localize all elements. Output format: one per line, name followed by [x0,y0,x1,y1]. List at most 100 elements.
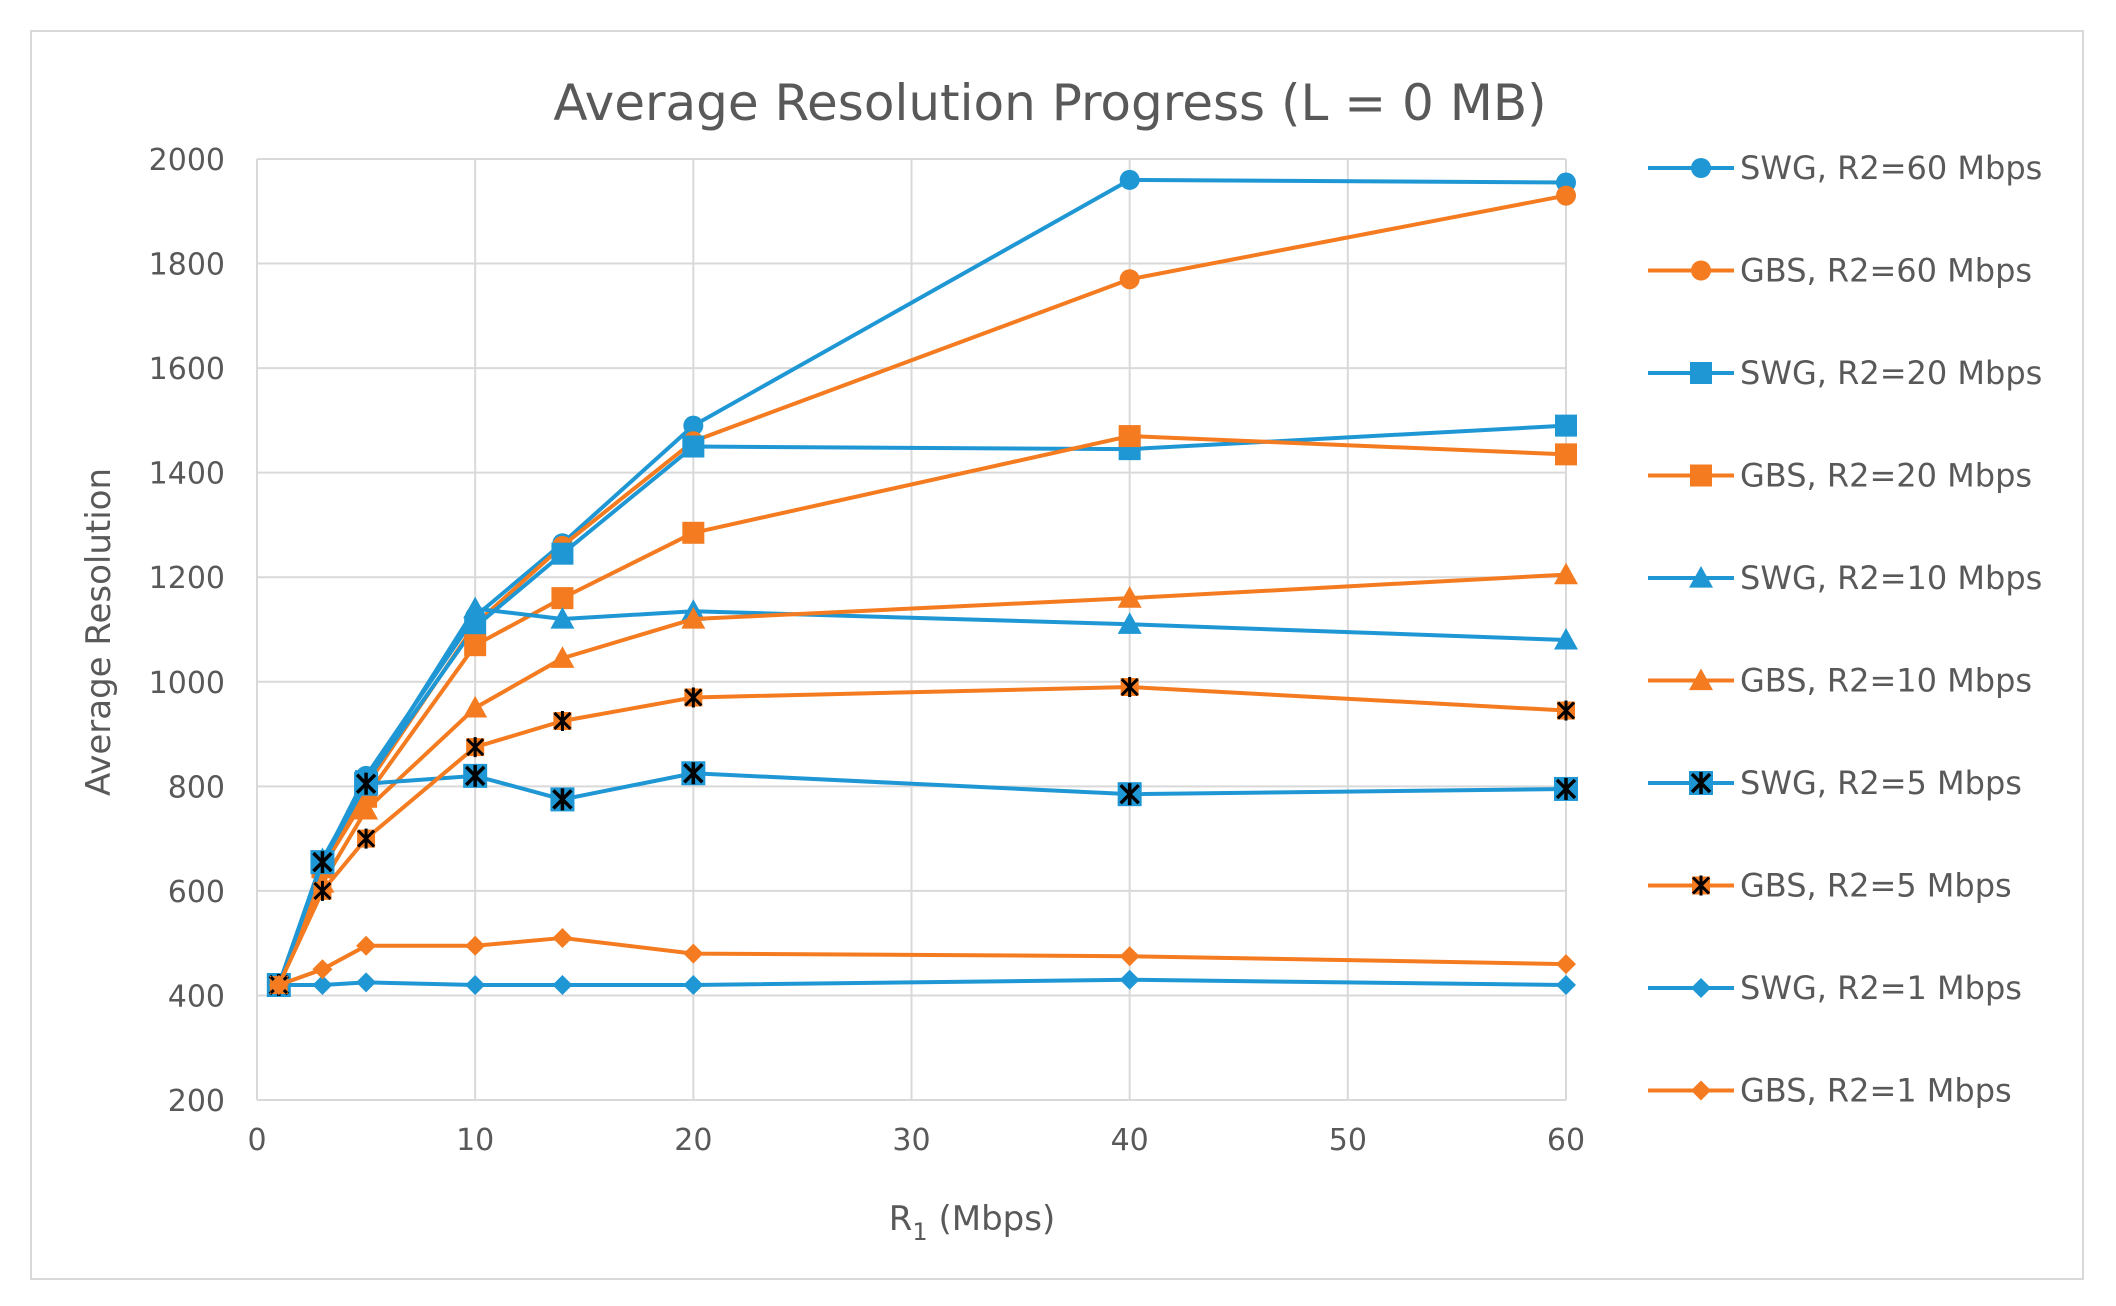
series-8-point-4 [552,974,573,995]
y-tick-label-3: 800 [168,770,225,805]
y-axis-title: Average Resolution [79,468,119,796]
series-9-point-4 [552,927,573,948]
series-8-point-7 [1556,974,1576,995]
series-2-point-5 [682,435,705,458]
legend-item-0: SWG, R2=60 Mbps [1648,149,2042,187]
series-8 [268,969,1576,995]
series-8-point-5 [683,974,704,995]
series-9-point-7 [1556,954,1576,975]
y-tick-label-8: 1800 [149,248,225,283]
y-tick-label-5: 1200 [149,561,225,596]
x-tick-label-5: 50 [1329,1123,1367,1158]
legend-marker-7 [1691,875,1711,896]
legend-label-3: GBS, R2=20 Mbps [1740,457,2032,495]
legend-marker-6 [1689,771,1713,795]
series-5-point-2 [354,797,379,820]
legend-item-9: GBS, R2=1 Mbps [1648,1072,2012,1110]
legend-item-5: GBS, R2=10 Mbps [1648,662,2032,700]
series-3-point-4 [551,587,574,610]
series-1-point-7 [1556,185,1576,206]
series-1 [268,185,1576,995]
series-7-point-6 [1120,677,1139,698]
x-tick-label-3: 30 [892,1123,930,1158]
legend-marker-3 [1690,464,1712,487]
series-7-point-4 [553,710,572,731]
legend-item-6: SWG, R2=5 Mbps [1648,764,2022,802]
x-tick-label-4: 40 [1111,1123,1149,1158]
x-axis-title-main: R [889,1199,913,1239]
chart-title: Average Resolution Progress (L = 0 MB) [553,74,1546,132]
y-tick-label-6: 1400 [149,457,225,492]
legend-label-6: SWG, R2=5 Mbps [1740,764,2022,802]
legend-marker-0 [1691,158,1711,178]
series-7-point-5 [684,687,703,708]
series-6-point-1 [310,850,335,875]
series-9-point-0 [268,974,289,995]
series-9 [268,927,1576,995]
series-line-1 [276,193,1567,986]
series-3-point-5 [682,521,705,544]
legend-marker-2 [1690,362,1712,384]
legend-label-7: GBS, R2=5 Mbps [1740,867,2012,905]
series-6-point-5 [681,761,706,786]
series-6-point-3 [463,763,488,788]
chart-frame [30,30,2084,1280]
series-3-point-7 [1555,443,1577,466]
series-9-point-6 [1119,946,1140,967]
series-layer [266,169,1578,997]
series-5-point-5 [681,607,706,629]
axis-layer: 0 10 20 30 40 50 60 200 400 600 800 1000 1200 1400 160… [149,143,1585,1158]
series-5-point-6 [1117,586,1142,608]
series-4-point-6 [1117,612,1142,634]
legend-label-5: GBS, R2=10 Mbps [1740,662,2032,700]
legend-marker-1 [1691,260,1711,281]
series-line-9 [278,935,1567,987]
legend-marker-4 [1689,566,1713,588]
legend-item-7: GBS, R2=5 Mbps [1648,867,2012,905]
legend-label-9: GBS, R2=1 Mbps [1740,1072,2012,1110]
series-0 [268,169,1576,995]
grid-layer [256,158,1567,1101]
series-8-point-3 [465,974,486,995]
series-3 [267,425,1577,996]
series-2-point-4 [551,542,574,565]
legend-item-8: SWG, R2=1 Mbps [1648,969,2022,1007]
legend-marker-9 [1691,1080,1711,1101]
series-9-point-1 [312,959,333,980]
series-8-point-1 [312,974,333,995]
series-line-0 [276,177,1567,986]
x-tick-label-1: 10 [456,1123,494,1158]
legend: SWG, R2=60 Mbps GBS, R2=60 Mbps SWG, R2=20… [1648,149,2042,1110]
series-3-point-3 [464,634,487,657]
legend-label-0: SWG, R2=60 Mbps [1740,149,2042,187]
x-tick-label-6: 60 [1547,1123,1585,1158]
series-5-point-7 [1554,562,1578,585]
series-0-point-6 [1119,169,1140,190]
y-tick-label-9: 2000 [149,143,225,178]
series-6-point-2 [354,771,379,796]
series-4-point-4 [550,607,575,629]
x-tick-label-0: 0 [247,1123,266,1158]
series-4-point-7 [1554,627,1578,650]
series-7-point-3 [466,737,485,758]
series-4 [266,596,1578,995]
y-tick-label-4: 1000 [149,666,225,701]
series-2 [267,414,1577,996]
series-7 [269,677,1576,995]
series-line-4 [276,606,1567,986]
legend-label-8: SWG, R2=1 Mbps [1740,969,2022,1007]
series-6-point-6 [1117,782,1142,807]
series-3-point-6 [1118,425,1141,448]
series-5-point-4 [550,646,575,668]
legend-marker-8 [1691,978,1711,998]
series-line-6 [276,771,1567,986]
x-axis-title-rest: (Mbps) [928,1199,1056,1239]
series-6-point-7 [1554,776,1578,801]
series-9-point-3 [465,935,486,956]
legend-marker-5 [1689,668,1713,691]
legend-label-2: SWG, R2=20 Mbps [1740,354,2042,392]
series-0-point-5 [683,415,704,436]
series-6 [266,761,1578,997]
series-1-point-6 [1119,269,1140,290]
